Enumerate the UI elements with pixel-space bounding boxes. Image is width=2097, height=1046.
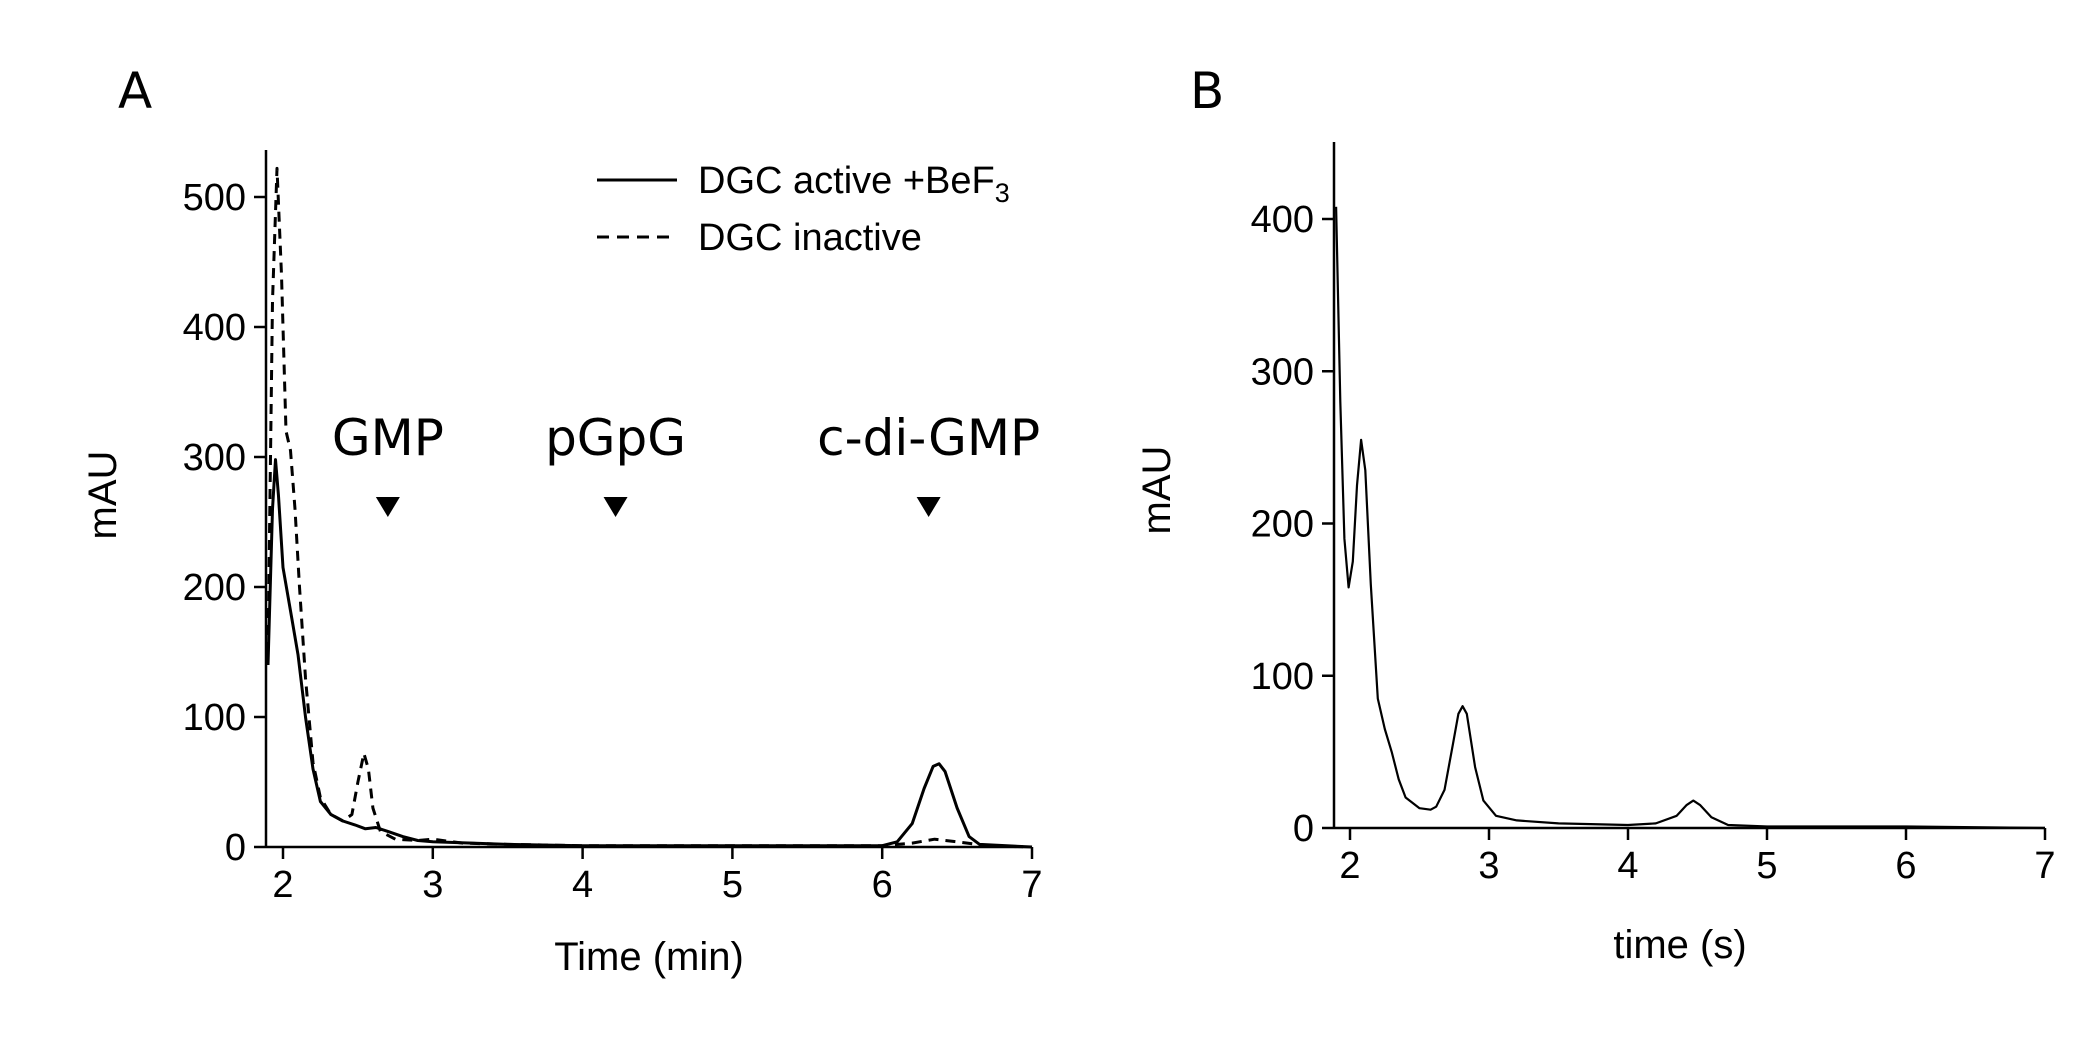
- chart-a-y-axis-label: mAU: [81, 451, 125, 540]
- y-tick-label: 300: [1251, 351, 1314, 393]
- legend-label-active: DGC active +BeF3: [698, 160, 1010, 208]
- peak-annotation-label: GMP: [332, 409, 444, 467]
- chart-b-ticks: 2 3 4 5 6 7 0 100 200 300 400: [1251, 199, 2056, 887]
- x-tick-label: 4: [1617, 845, 1638, 887]
- x-tick-label: 3: [422, 864, 443, 906]
- chart-a-series: [266, 166, 1033, 849]
- y-tick-label: 100: [1251, 656, 1314, 698]
- panel-b-label: B: [1190, 62, 1224, 120]
- series-line-dashed: [266, 166, 1033, 849]
- y-tick-label: 400: [1251, 199, 1314, 241]
- chart-b-series: [1335, 206, 2046, 830]
- y-tick-label: 100: [183, 697, 246, 739]
- panel-a-label: A: [118, 62, 152, 120]
- x-tick-label: 4: [572, 864, 593, 906]
- chart-b: 2 3 4 5 6 7 0 100 200 300 400 time (s) mAU: [1135, 142, 2056, 967]
- peak-annotation-label: c-di-GMP: [817, 409, 1040, 467]
- peak-annotation-label: pGpG: [545, 409, 686, 467]
- chart-a-ticks: 2 3 4 5 6 7 0 100 200 300 400 500: [183, 177, 1043, 906]
- y-tick-label: 300: [183, 437, 246, 479]
- x-tick-label: 7: [1021, 864, 1042, 906]
- y-tick-label: 0: [1293, 808, 1314, 850]
- y-tick-label: 400: [183, 307, 246, 349]
- series-line-solid: [1335, 206, 2046, 830]
- chart-b-y-axis-label: mAU: [1135, 446, 1179, 535]
- legend-label-inactive: DGC inactive: [698, 217, 922, 259]
- chart-a: 2 3 4 5 6 7 0 100 200 300 400 500 GMP pGpG c-di-GMP T…: [81, 150, 1043, 979]
- y-tick-label: 200: [1251, 504, 1314, 546]
- x-tick-label: 2: [272, 864, 293, 906]
- peak-marker-triangle: [916, 497, 941, 517]
- y-tick-label: 200: [183, 567, 246, 609]
- x-tick-label: 3: [1478, 845, 1499, 887]
- chart-a-x-axis-label: Time (min): [554, 935, 744, 979]
- x-tick-label: 5: [722, 864, 743, 906]
- series-line-solid: [266, 458, 1033, 849]
- peak-marker-triangle: [375, 497, 400, 517]
- y-tick-label: 0: [225, 827, 246, 869]
- chart-a-annotations: GMP pGpG c-di-GMP: [332, 409, 1040, 517]
- peak-marker-triangle: [603, 497, 628, 517]
- x-tick-label: 6: [872, 864, 893, 906]
- x-tick-label: 6: [1895, 845, 1916, 887]
- chart-a-legend: DGC active +BeF3 DGC inactive: [597, 160, 1010, 259]
- chart-b-x-axis-label: time (s): [1613, 923, 1746, 967]
- x-tick-label: 7: [2034, 845, 2055, 887]
- x-tick-label: 2: [1339, 845, 1360, 887]
- x-tick-label: 5: [1756, 845, 1777, 887]
- y-tick-label: 500: [183, 177, 246, 219]
